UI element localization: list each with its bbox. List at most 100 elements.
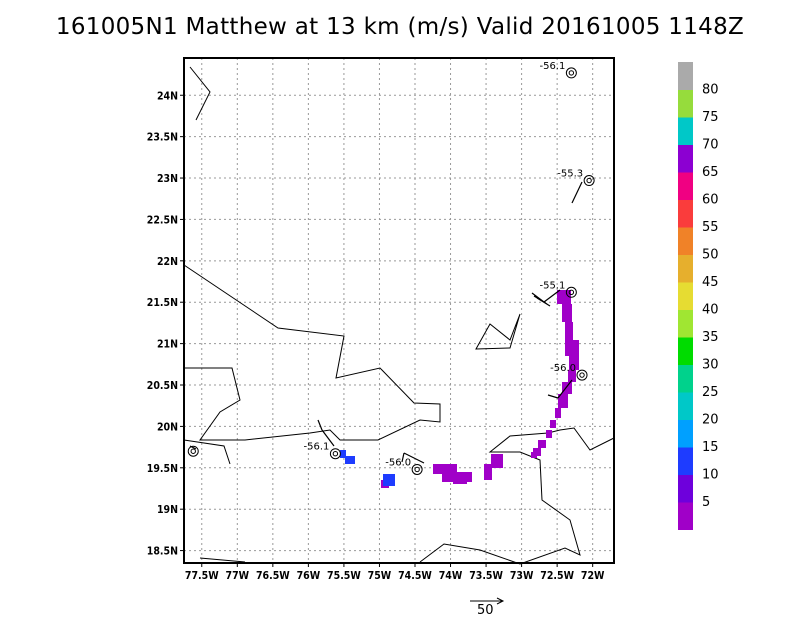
wind-barb-icon	[531, 289, 561, 307]
wind-speed-cell	[555, 408, 561, 418]
wind-speed-cell	[340, 450, 346, 458]
wind-barb-icon	[571, 181, 583, 204]
colorbar-segment	[678, 447, 693, 475]
lon-tick-label: 73.5W	[469, 570, 503, 582]
colorbar-segment	[678, 474, 693, 503]
abaco-coastline	[189, 66, 211, 121]
colorbar-label: 40	[702, 303, 719, 318]
colorbar-label: 70	[702, 138, 719, 153]
colorbar-segment	[678, 282, 693, 310]
wind-barb-icon	[317, 419, 335, 447]
station-center-icon	[586, 177, 592, 184]
jamaica-coastline	[183, 439, 231, 465]
wind-speed-cell	[538, 440, 546, 448]
wind-speed-cell	[565, 322, 573, 340]
wind-barb-icon	[401, 452, 425, 464]
wind-speed-cell	[550, 420, 556, 428]
wind-barb-icon	[547, 379, 573, 399]
station-circle-icon	[187, 445, 199, 457]
lon-tick-label: 75W	[368, 570, 392, 582]
map-frame	[183, 57, 615, 564]
colorbar-segment	[678, 502, 693, 530]
lat-tick-label: 23N	[157, 173, 178, 185]
colorbar-label: 30	[702, 358, 719, 373]
wind-speed-cell	[442, 472, 472, 482]
colorbar-label: 10	[702, 468, 719, 483]
colorbar-label: 80	[702, 83, 719, 98]
station-center-icon	[414, 466, 420, 473]
lon-tick-label: 77.5W	[185, 570, 219, 582]
lon-tick-label: 75.5W	[327, 570, 361, 582]
colorbar-segment	[678, 337, 693, 365]
lon-tick-label: 76.5W	[256, 570, 290, 582]
colorbar-label: 20	[702, 413, 719, 428]
south-coast	[199, 557, 246, 563]
wind-speed-cell	[565, 340, 579, 356]
cuba-coastline	[183, 264, 441, 441]
observation-marker: -56.1	[304, 442, 341, 460]
station-center-icon	[568, 70, 575, 76]
lat-tick-label: 20N	[157, 421, 178, 433]
wind-speed-pixels	[340, 290, 579, 488]
colorbar-segment	[678, 62, 693, 90]
wind-speed-cell	[491, 454, 503, 468]
lon-tick-label: 74W	[439, 570, 463, 582]
wind-speed-cell	[484, 464, 492, 480]
scale-arrowhead-icon	[496, 597, 505, 605]
observation-marker: -56.1	[539, 61, 577, 79]
lat-tick-label: 21.5N	[147, 297, 178, 309]
observation-value: -56.1	[539, 61, 565, 72]
colorbar-label: 65	[702, 165, 719, 180]
colorbar-segment	[678, 364, 693, 393]
inagua-coastline	[475, 313, 521, 350]
lon-tick-label: 72.5W	[540, 570, 574, 582]
station-circle-icon	[583, 175, 595, 187]
colorbar-label: 55	[702, 220, 719, 235]
lat-tick-label: 19.5N	[147, 463, 178, 475]
colorbar-segment	[678, 227, 693, 255]
colorbar-label: 50	[702, 248, 719, 263]
wind-speed-cell	[383, 474, 395, 486]
lon-tick-label: 77W	[226, 570, 250, 582]
scale-vector-label: 50	[477, 603, 494, 618]
colorbar-label: 25	[702, 385, 719, 400]
station-circle-icon	[565, 67, 577, 79]
colorbar-segment	[678, 117, 693, 145]
lat-lon-grid	[184, 58, 614, 563]
station-center-icon	[190, 448, 196, 454]
scale-vector: 50	[470, 597, 505, 618]
wind-speed-cell	[433, 464, 457, 474]
observation-marker: -56.0	[550, 363, 588, 381]
axis-ticks: 77.5W 77W 76.5W 76W 75.5W 75W 74.5W 74W 73.5W 73W…	[147, 90, 605, 582]
observation-value: -56.1	[304, 442, 330, 453]
colorbar-label: 15	[702, 440, 719, 455]
colorbar-segment	[678, 419, 693, 448]
station-center-icon	[568, 289, 575, 295]
chart-title: 161005N1 Matthew at 13 km (m/s) Valid 20…	[55, 14, 745, 40]
colorbar-segment	[678, 254, 693, 283]
observation-value: -56.0	[550, 363, 576, 374]
colorbar-segment	[678, 89, 693, 118]
lat-tick-label: 20.5N	[147, 380, 178, 392]
observation-value: -55.3	[557, 169, 583, 180]
observation-marker: -55.1	[539, 280, 577, 298]
lon-tick-label: 76W	[297, 570, 321, 582]
colorbar-label: 5	[702, 495, 710, 510]
lon-tick-label: 72W	[581, 570, 605, 582]
wind-barb-icon	[189, 445, 197, 450]
lon-tick-label: 73W	[510, 570, 534, 582]
observation-marker: -55.3	[557, 169, 595, 187]
station-center-icon	[579, 372, 585, 378]
observation-marker	[187, 445, 199, 457]
colorbar-segment	[678, 309, 693, 338]
observation-value: -56.0	[385, 457, 411, 468]
lat-tick-label: 22.5N	[147, 214, 178, 226]
lon-tick-label: 74.5W	[398, 570, 432, 582]
lat-tick-label: 22N	[157, 256, 178, 268]
wind-speed-cell	[531, 452, 537, 458]
wind-speed-cell	[568, 370, 576, 382]
lat-tick-label: 19N	[157, 504, 178, 516]
lat-tick-label: 23.5N	[147, 132, 178, 144]
station-circle-icon	[576, 369, 588, 381]
wind-speed-cell	[558, 394, 568, 408]
